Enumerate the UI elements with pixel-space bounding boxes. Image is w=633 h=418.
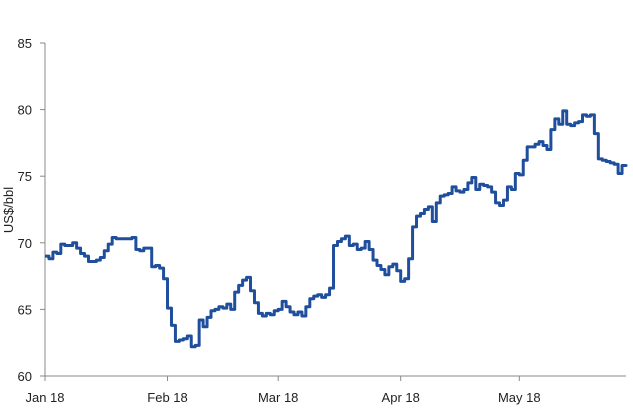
x-tick-label: Apr 18 — [382, 390, 420, 405]
x-tick-label: Jan 18 — [25, 390, 64, 405]
series-line — [45, 109, 628, 349]
y-tick-label: 60 — [18, 369, 32, 384]
x-tick-label: Mar 18 — [258, 390, 298, 405]
y-tick-label: 85 — [18, 36, 32, 51]
y-tick-label: 70 — [18, 236, 32, 251]
y-tick-label: 80 — [18, 103, 32, 118]
x-axis-ticks: Jan 18 Feb 18 Mar 18 Apr 18 May 18 — [25, 376, 541, 405]
y-axis-ticks: 60 65 70 75 80 85 — [18, 36, 45, 384]
y-tick-label: 75 — [18, 169, 32, 184]
x-tick-label: Feb 18 — [147, 390, 187, 405]
x-tick-label: May 18 — [498, 390, 541, 405]
y-axis-title: US$/bbl — [1, 187, 16, 233]
y-tick-label: 65 — [18, 302, 32, 317]
